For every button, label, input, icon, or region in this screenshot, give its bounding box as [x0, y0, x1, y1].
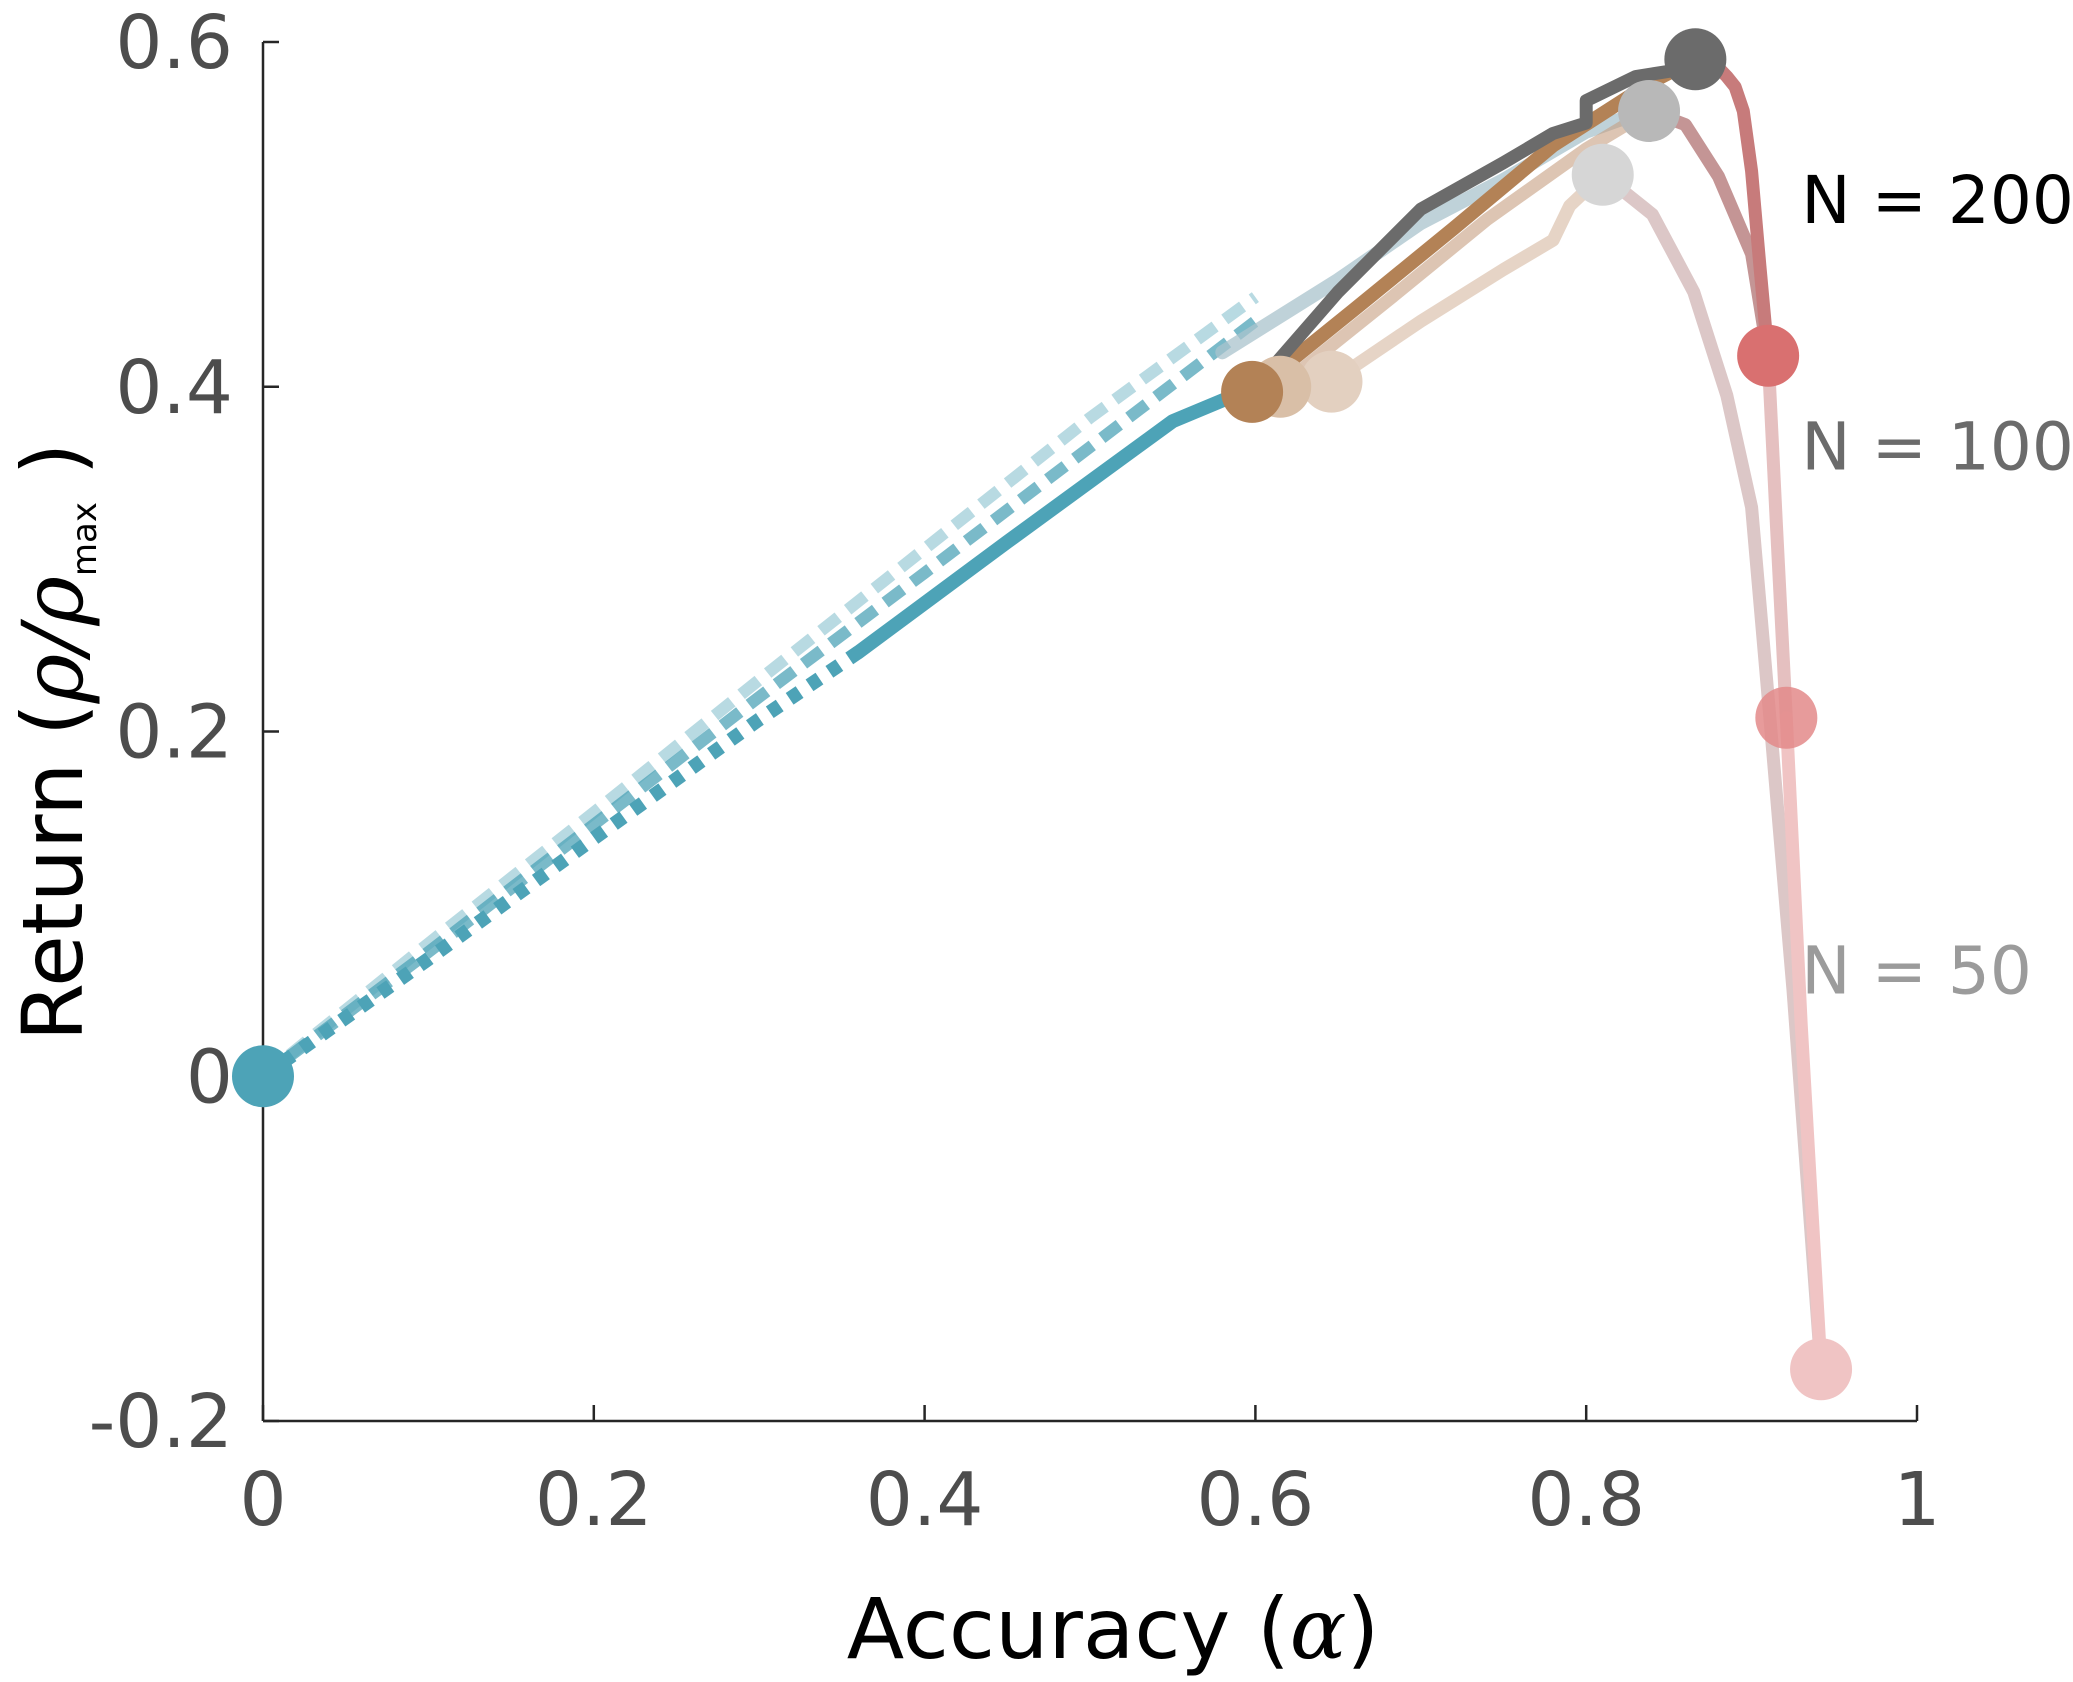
series-line-1 — [259, 292, 1259, 1081]
x-tick-label: 0.2 — [535, 1457, 653, 1543]
marker-layer — [232, 28, 1853, 1401]
marker-n50-brown — [1300, 350, 1363, 413]
series-line-5 — [1215, 95, 1676, 360]
y-axis-title: Return (ρ/ρmax ) — [4, 443, 105, 1042]
y-axis-title-subscript: max — [65, 502, 105, 576]
y-tick-label: 0.6 — [115, 0, 233, 86]
x-tick-label: 0 — [239, 1457, 286, 1543]
y-tick-label: 0 — [186, 1034, 233, 1120]
start-marker — [232, 1045, 294, 1108]
series-line-2 — [259, 316, 1260, 1082]
series-line-3 — [258, 646, 863, 1083]
annotation-layer: N = 200 N = 100 N = 50 — [1801, 162, 2073, 1010]
x-axis-title: Accuracy (α) — [847, 1580, 1379, 1678]
y-tick-label: -0.2 — [89, 1379, 233, 1465]
marker-n100-red — [1755, 686, 1818, 749]
marker-n200-brown — [1221, 360, 1284, 423]
x-tick-label: 0.6 — [1197, 1457, 1315, 1543]
axes: 0 0.2 0.4 0.6 0.8 1-0.200.20.40.6 — [89, 0, 1941, 1543]
y-axis-title-symbol: ρ/ρ — [4, 576, 102, 704]
y-axis-title-text: Return ( — [4, 703, 102, 1041]
x-tick-label: 1 — [1893, 1457, 1940, 1543]
series-line-4 — [851, 379, 1263, 660]
series-layer — [258, 52, 1828, 1376]
series-line-6 — [1325, 168, 1610, 389]
marker-n50-gray — [1571, 143, 1634, 206]
x-tick-label: 0.8 — [1527, 1457, 1645, 1543]
series-line-7 — [1273, 104, 1656, 394]
series-line-10 — [1596, 168, 1828, 1376]
series-label-2: N = 100 — [1801, 408, 2073, 485]
series-line-14 — [1779, 711, 1828, 1376]
series-line-9 — [1248, 52, 1702, 394]
marker-n200-gray — [1664, 28, 1727, 91]
marker-n100-gray — [1618, 79, 1681, 142]
x-axis-title-symbol: α — [1290, 1580, 1347, 1678]
x-axis-title-text: Accuracy ( — [847, 1580, 1290, 1678]
x-axis-title-close: ) — [1346, 1580, 1379, 1678]
series-label-3: N = 50 — [1801, 933, 2032, 1010]
marker-n50-red — [1790, 1338, 1853, 1401]
y-tick-label: 0.2 — [115, 690, 233, 776]
y-axis-title-close: ) — [4, 443, 102, 502]
series-label-1: N = 200 — [1801, 162, 2073, 239]
x-tick-label: 0.4 — [866, 1457, 984, 1543]
series-line-12 — [1761, 349, 1793, 725]
y-tick-label: 0.4 — [115, 345, 233, 431]
marker-n200-red — [1737, 324, 1800, 387]
